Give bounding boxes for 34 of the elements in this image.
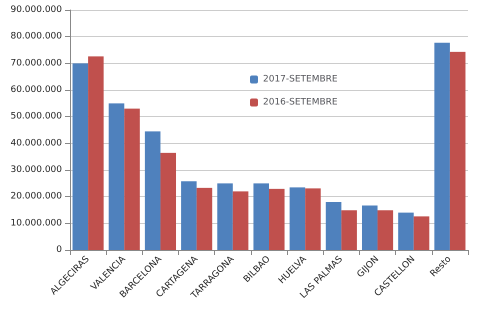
bar [434,42,450,250]
bar [253,183,269,250]
bar [181,181,197,250]
y-tick-label: 20.000.000 [10,192,62,202]
bar [124,108,140,250]
bar [217,183,233,250]
y-tick-label: 60.000.000 [10,85,62,95]
y-tick-label: 50.000.000 [10,112,62,122]
bar [305,188,321,250]
bar [144,131,160,250]
bar [232,191,248,250]
bar [108,103,124,250]
legend-label: 2017-SETEMBRE [263,74,338,84]
y-tick-label: 90.000.000 [10,5,62,15]
y-tick-label: 80.000.000 [10,32,62,42]
bar [72,63,88,250]
bar [398,212,414,250]
y-tick-label: 70.000.000 [10,58,62,68]
bar [341,210,357,250]
bar [88,56,104,250]
legend-label: 2016-SETEMBRE [263,98,338,108]
bar [196,188,212,250]
bar [378,210,394,250]
bar [414,216,430,250]
bar [326,202,342,250]
y-tick-label: 0 [56,245,62,255]
bar [160,152,176,250]
y-tick-label: 30.000.000 [10,165,62,175]
bar [450,52,466,250]
bar [362,205,378,250]
bar [269,188,285,250]
bar [290,187,306,250]
y-tick-label: 40.000.000 [10,138,62,148]
y-tick-label: 10.000.000 [10,218,62,228]
